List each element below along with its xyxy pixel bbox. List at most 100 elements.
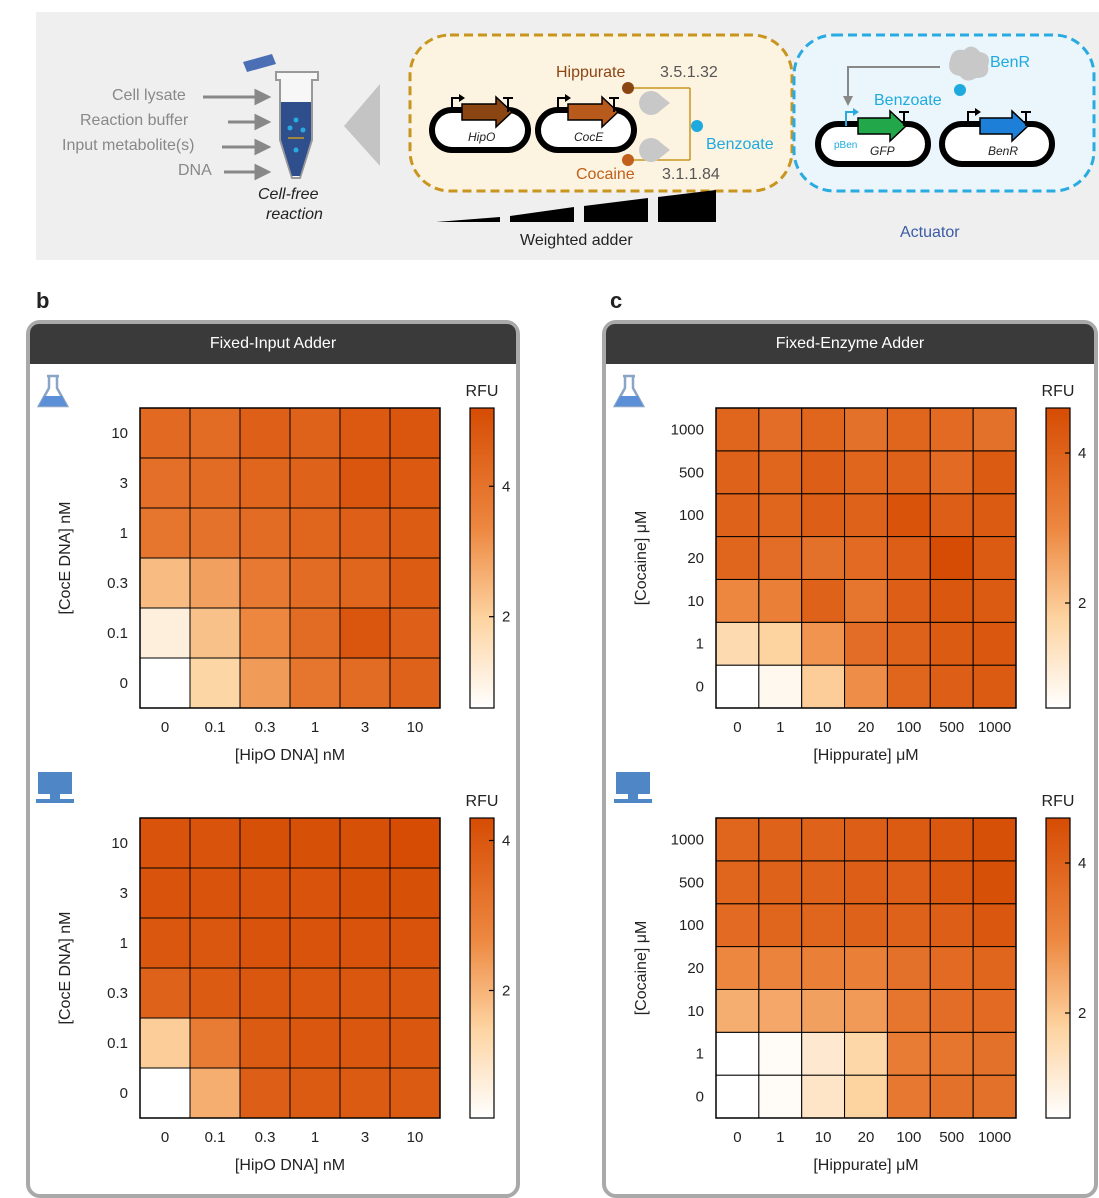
heatmap-cell [239, 457, 291, 509]
enzyme-pacman-top [639, 90, 670, 115]
heatmap-cell [715, 621, 760, 666]
heatmap-cell [801, 1031, 846, 1076]
colorbar-tick-label: 4 [502, 833, 510, 850]
heatmap-cell [929, 903, 974, 948]
heatmap-cell [886, 860, 931, 905]
heatmap-cell [289, 507, 341, 559]
heatmap-cell [886, 493, 931, 538]
y-tick-label: 1 [120, 935, 128, 952]
x-axis-label: [Hippurate] μM [813, 747, 918, 764]
x-tick-label: 100 [896, 1129, 921, 1146]
enzyme-pacman-bottom [639, 138, 670, 162]
x-tick-label: 1000 [978, 719, 1011, 736]
x-tick-label: 20 [858, 1129, 875, 1146]
heatmap-cell [139, 557, 191, 609]
heatmap-cell [758, 578, 803, 623]
heatmap-cell [389, 817, 441, 869]
actuator-label: Actuator [900, 224, 960, 241]
y-axis-label: [Cocaine] μM [633, 921, 650, 1016]
tube-caption-2: reaction [266, 206, 323, 223]
heatmap-cell [886, 621, 931, 666]
heatmap-cell [886, 536, 931, 580]
flask-icon [612, 374, 646, 408]
heatmap-cell [972, 1031, 1017, 1076]
heatmap-cell [972, 621, 1017, 666]
heatmap-cell [801, 536, 846, 580]
heatmap-cell [389, 457, 441, 509]
heatmap-cell [758, 664, 803, 709]
colorbar-tick-label: 4 [502, 478, 510, 495]
x-axis-label: [HipO DNA] nM [235, 1157, 345, 1174]
actuator-box [792, 33, 1096, 193]
y-tick-label: 20 [687, 960, 704, 977]
heatmap-cell [972, 1074, 1017, 1119]
heatmap-cell [801, 1074, 846, 1119]
y-tick-label: 1 [120, 525, 128, 542]
heatmap-cell [239, 407, 291, 459]
heatmap-cell [189, 867, 241, 919]
heatmap-cell [289, 557, 341, 609]
heatmap-cell [886, 450, 931, 495]
heatmap-cell [972, 817, 1017, 862]
x-tick-label: 100 [896, 719, 921, 736]
heatmap-cell [715, 946, 760, 990]
heatmap-cell [801, 817, 846, 862]
colorbar [469, 407, 495, 709]
benr-plasmid [939, 108, 1055, 167]
heatmap-cell [886, 578, 931, 623]
heatmap-cell [758, 1074, 803, 1119]
heatmap-cell [139, 867, 191, 919]
input-label-metabolites: Input metabolite(s) [62, 137, 195, 154]
heatmap-cell [289, 607, 341, 659]
y-axis-label: [Cocaine] μM [633, 511, 650, 606]
heatmap-cell [886, 988, 931, 1033]
y-tick-label: 0 [696, 1089, 704, 1106]
heatmap-b-top: 0 0.1 0.3 1 3 10 0 0.1 0.3 1 3 10 [HipO DNA] nM [CocE… [57, 383, 510, 764]
heatmap-cell [389, 917, 441, 969]
heatmap-cell [339, 1017, 391, 1069]
heatmap-cell [715, 1074, 760, 1119]
x-tick-label: 10 [407, 1129, 424, 1146]
heatmap-cell [844, 450, 888, 495]
heatmap-cell [929, 536, 974, 580]
heatmap-cell [972, 450, 1017, 495]
heatmap-c-bottom: 0 1 10 20 100 500 1000 0 1 10 20 100 500 1000 [Hippura… [633, 793, 1086, 1174]
heatmap-cell [389, 507, 441, 559]
heatmap-cell [972, 946, 1017, 990]
heatmap-cell [844, 1031, 888, 1076]
heatmap-cell [972, 664, 1017, 709]
heatmap-cell [189, 457, 241, 509]
y-tick-label: 1 [696, 1046, 704, 1063]
heatmap-cell [929, 578, 974, 623]
heatmap-cell [886, 1031, 931, 1076]
heatmap-cell [339, 407, 391, 459]
heatmap-cell [339, 967, 391, 1019]
heatmap-cell [139, 1017, 191, 1069]
x-tick-label: 1 [776, 719, 784, 736]
x-tick-label: 500 [939, 719, 964, 736]
heatmap-cell [189, 657, 241, 709]
x-tick-label: 0.3 [255, 1129, 276, 1146]
y-tick-label: 100 [679, 917, 704, 934]
heatmap-cell [715, 536, 760, 580]
colorbar-label: RFU [466, 383, 499, 400]
heatmap-cell [929, 621, 974, 666]
heatmap-cell [844, 817, 888, 862]
y-tick-label: 10 [687, 593, 704, 610]
y-axis-label: [CocE DNA] nM [57, 912, 74, 1025]
heatmap-cell [389, 407, 441, 459]
heatmap-cell [339, 557, 391, 609]
heatmap-cell [972, 860, 1017, 905]
heatmap-cell [139, 507, 191, 559]
heatmap-cell [389, 557, 441, 609]
heatmap-cell [844, 536, 888, 580]
heatmap-cell [715, 988, 760, 1033]
heatmap-cell [239, 867, 291, 919]
heatmap-cell [886, 1074, 931, 1119]
x-tick-label: 1 [776, 1129, 784, 1146]
heatmap-cell [844, 1074, 888, 1119]
heatmap-cell [758, 407, 803, 452]
heatmap-cell [844, 988, 888, 1033]
heatmap-cell [972, 536, 1017, 580]
x-tick-label: 0 [733, 1129, 741, 1146]
